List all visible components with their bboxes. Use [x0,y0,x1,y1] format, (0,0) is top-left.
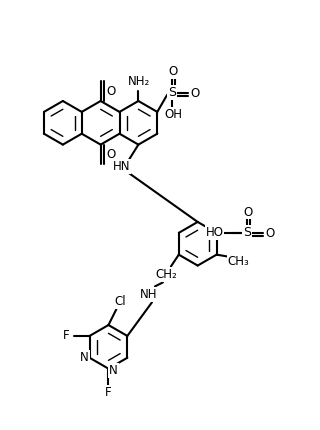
Text: HO: HO [205,226,223,240]
Text: O: O [106,148,115,161]
Text: S: S [243,226,251,240]
Text: NH₂: NH₂ [128,75,150,88]
Text: F: F [105,386,112,399]
Text: CH₃: CH₃ [228,255,249,268]
Text: O: O [169,65,178,78]
Text: CH₂: CH₂ [155,268,177,281]
Text: N: N [80,351,89,364]
Text: S: S [168,86,176,99]
Text: HN: HN [113,160,130,173]
Text: F: F [62,329,69,342]
Text: OH: OH [164,108,182,121]
Text: O: O [106,85,115,98]
Text: O: O [266,227,275,240]
Text: O: O [190,87,200,100]
Text: N: N [109,364,118,377]
Text: NH: NH [140,288,158,301]
Text: Cl: Cl [115,295,126,308]
Text: O: O [244,206,253,218]
